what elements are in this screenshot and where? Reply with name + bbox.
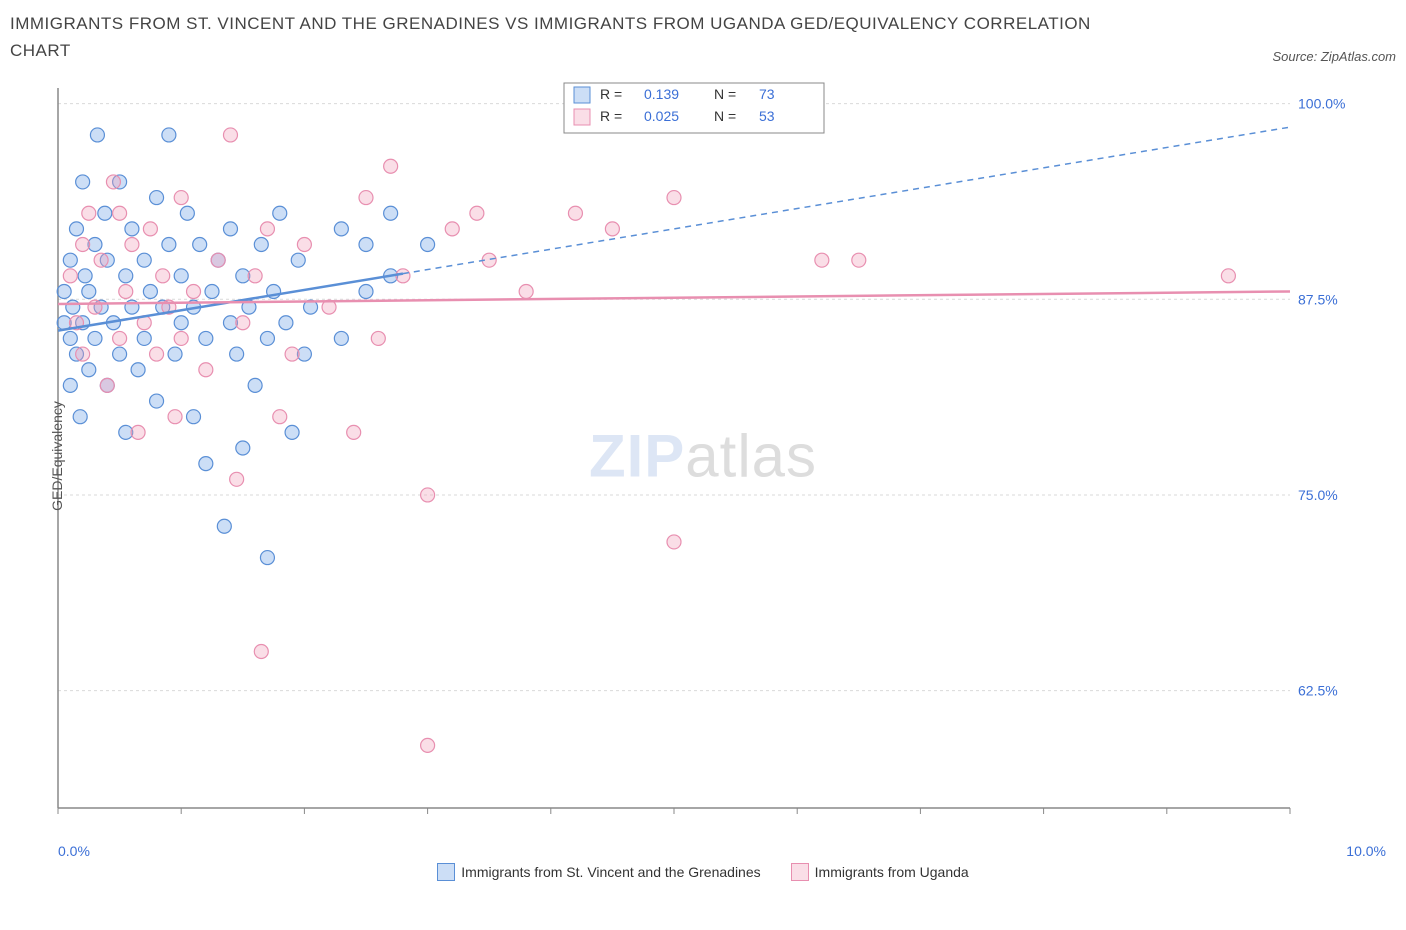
svg-text:N =: N = — [714, 86, 736, 102]
legend-bottom: Immigrants from St. Vincent and the Gren… — [10, 863, 1396, 881]
legend-label: Immigrants from Uganda — [815, 864, 969, 880]
svg-text:53: 53 — [759, 108, 775, 124]
page-title: IMMIGRANTS FROM ST. VINCENT AND THE GREN… — [10, 10, 1110, 64]
x-axis-min-label: 0.0% — [58, 843, 90, 859]
svg-text:75.0%: 75.0% — [1298, 487, 1338, 503]
svg-text:0.025: 0.025 — [644, 108, 679, 124]
svg-text:62.5%: 62.5% — [1298, 683, 1338, 699]
legend-item: Immigrants from Uganda — [791, 863, 969, 881]
svg-text:100.0%: 100.0% — [1298, 96, 1345, 112]
legend-label: Immigrants from St. Vincent and the Gren… — [461, 864, 760, 880]
svg-text:73: 73 — [759, 86, 775, 102]
y-axis-label: GED/Equivalency — [49, 401, 65, 511]
chart-container: GED/Equivalency ZIPatlas 62.5%75.0%87.5%… — [10, 68, 1396, 843]
svg-text:R =: R = — [600, 108, 622, 124]
svg-text:0.139: 0.139 — [644, 86, 679, 102]
legend-item: Immigrants from St. Vincent and the Gren… — [437, 863, 760, 881]
legend-swatch-icon — [437, 863, 455, 881]
x-axis-max-label: 10.0% — [1346, 843, 1386, 859]
svg-text:N =: N = — [714, 108, 736, 124]
svg-text:87.5%: 87.5% — [1298, 292, 1338, 308]
legend-swatch-icon — [791, 863, 809, 881]
source-label: Source: ZipAtlas.com — [1272, 49, 1396, 64]
svg-text:R =: R = — [600, 86, 622, 102]
scatter-chart: 62.5% 75.0% 87.5% 100.0% R = 0.139 N = 73 R = 0.0… — [10, 68, 1350, 838]
